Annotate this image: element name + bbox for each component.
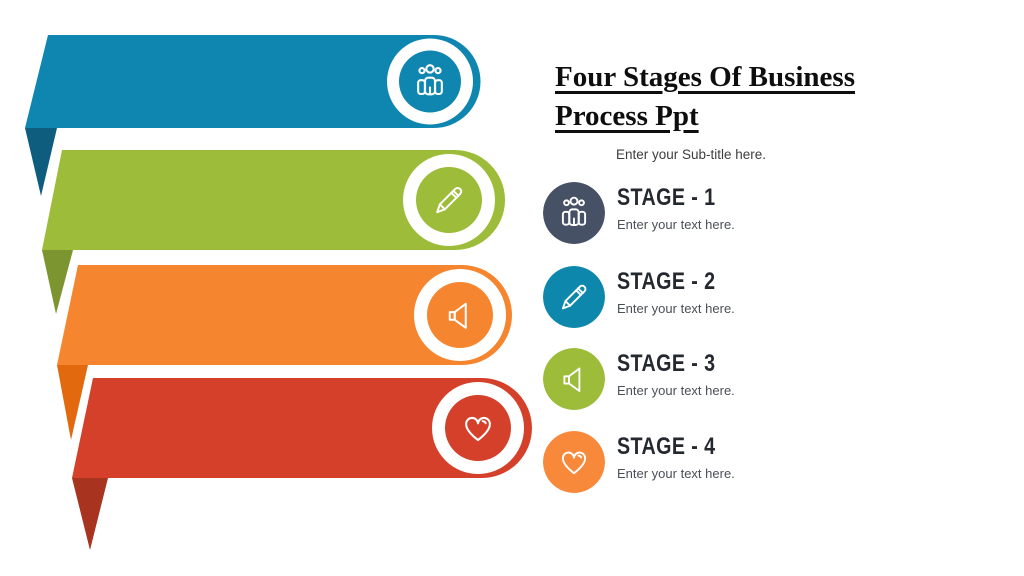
ribbon-stage-4: [72, 378, 532, 550]
stage-row-2: STAGE - 2 Enter your text here.: [543, 266, 863, 328]
page-title: Four Stages Of Business Process Ppt: [555, 61, 855, 132]
subtitle-placeholder: Enter your Sub-title here.: [615, 147, 767, 162]
stage-row-3: STAGE - 3 Enter your text here.: [543, 348, 863, 410]
ribbon-stage-3: [57, 265, 512, 440]
ribbon-1-fold: [25, 128, 57, 196]
ribbon-3-fold: [57, 365, 88, 440]
stage-1-label: STAGE - 1: [617, 184, 716, 211]
stage-row-1: STAGE - 1 Enter your text here.: [543, 182, 863, 244]
stage-2-badge: [543, 266, 605, 328]
ribbon-3-band: [57, 265, 512, 365]
ribbon-2-ring-inner: [416, 167, 482, 233]
ribbon-2-fold: [42, 250, 73, 314]
ribbon-4-fold: [72, 478, 108, 550]
stage-3-badge: [543, 348, 605, 410]
stage-1-description: Enter your text here.: [617, 217, 735, 232]
ribbon-stage-1: [25, 35, 481, 196]
ribbon-2-band: [42, 150, 505, 250]
stage-4-description: Enter your text here.: [617, 466, 735, 481]
stage-4-badge: [543, 431, 605, 493]
ribbon-stage-2: [42, 150, 505, 314]
ribbon-4-band: [72, 378, 532, 478]
ribbon-3-ring-inner: [427, 282, 493, 348]
stage-3-description: Enter your text here.: [617, 383, 735, 398]
ribbon-graphic: [25, 35, 532, 550]
stage-2-label: STAGE - 2: [617, 268, 716, 295]
ribbon-1-band: [25, 35, 481, 128]
stage-4-label: STAGE - 4: [617, 433, 716, 460]
stage-2-description: Enter your text here.: [617, 301, 735, 316]
ribbon-1-ring-inner: [399, 50, 461, 113]
ribbon-4-ring-inner: [445, 395, 511, 461]
stage-row-4: STAGE - 4 Enter your text here.: [543, 431, 863, 493]
stage-1-badge: [543, 182, 605, 244]
stage-3-label: STAGE - 3: [617, 350, 716, 377]
